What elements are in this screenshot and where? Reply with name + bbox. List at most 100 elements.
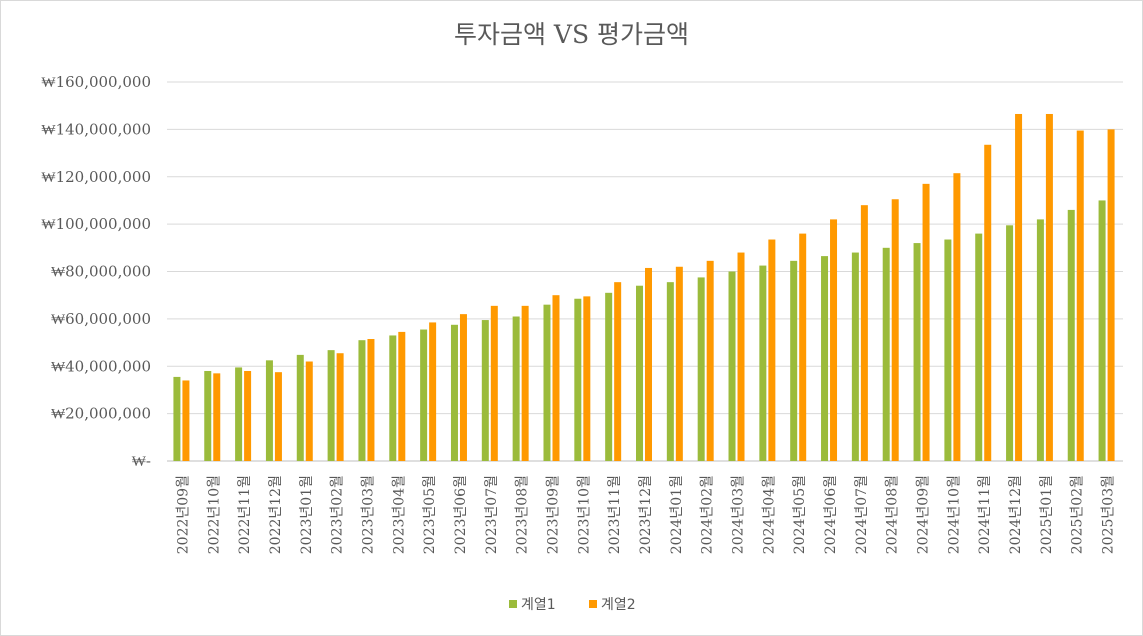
bar-series-1 [574,298,582,461]
bar-series-2 [490,305,498,461]
bar-series-2 [953,173,961,461]
legend-label-2: 계열2 [601,597,636,613]
x-tick-label: 2022년12월 [268,475,284,554]
bar-series-1 [450,324,458,461]
bar-series-1 [821,256,829,461]
legend-swatch-1 [509,600,517,608]
bar-series-2 [830,219,838,461]
bar-series-1 [420,329,428,461]
x-tick-label: 2024년08월 [885,475,901,554]
y-tick-label: ₩- [132,452,151,470]
x-tick-label: 2023년09월 [545,475,561,554]
bar-series-2 [1076,130,1084,461]
x-tick-label: 2024년11월 [977,475,993,554]
bar-series-1 [1036,219,1044,461]
y-tick-label: ₩160,000,000 [41,73,151,91]
x-axis-ticks: 2022년09월 2022년10월 2022년11월 2022년12월 2023년01월… [175,475,1116,554]
x-tick-label: 2023년06월 [453,475,469,554]
x-tick-label: 2024년05월 [792,475,808,554]
x-tick-label: 2025년01월 [1039,475,1055,554]
bar-series-2 [891,199,899,462]
bar-series-1 [512,316,520,461]
bar-series-2 [398,331,406,461]
bar-series-1 [358,340,366,461]
bar-series-2 [737,252,745,461]
x-tick-label: 2022년11월 [237,475,253,554]
chart-title: 투자금액 VS 평가금액 [453,20,690,49]
bar-series-2 [922,183,930,461]
x-tick-label: 2025년02월 [1070,475,1086,554]
bar-series-1 [666,282,674,461]
bar-series-1 [728,271,736,461]
y-axis-ticks: ₩- ₩20,000,000 ₩40,000,000 ₩60,000,000 ₩80,0… [41,73,151,470]
x-tick-label: 2024년09월 [916,475,932,554]
bar-series-1 [790,260,798,461]
bar-series-2 [244,370,252,461]
y-tick-label: ₩40,000,000 [51,357,151,375]
bar-series-1 [327,350,335,461]
bar-series-2 [1045,113,1053,462]
bar-series-1 [173,376,181,461]
bar-series-2 [799,233,807,461]
bar-series-1 [636,285,643,461]
x-tick-label: 2024년04월 [761,475,777,554]
bar-series-2 [274,372,282,461]
bar-series-2 [706,260,714,461]
bar-series-2 [583,296,591,461]
bar-series-1 [481,320,489,461]
bar-series-2 [182,380,190,461]
x-tick-label: 2023년02월 [330,475,346,554]
y-tick-label: ₩120,000,000 [41,168,151,186]
bar-series-1 [543,304,551,461]
x-tick-label: 2023년07월 [484,475,500,554]
bar-series-2 [429,322,437,461]
x-tick-label: 2024년12월 [1008,475,1024,554]
x-tick-label: 2023년10월 [576,475,592,554]
legend-label-1: 계열1 [521,597,556,613]
bar-series-1 [1067,209,1075,461]
x-tick-label: 2023년04월 [391,475,407,554]
bar-series-1 [296,354,304,461]
bar-series-2 [1107,129,1115,461]
bar-series-2 [521,305,529,461]
bar-series-2 [305,361,313,461]
bar-series-2 [984,144,992,461]
x-tick-label: 2023년11월 [607,475,623,554]
bar-series-2 [614,282,622,461]
bar-series-1 [1098,200,1106,461]
x-tick-label: 2023년12월 [638,475,654,554]
bar-series-1 [389,335,397,461]
bar-series-2 [336,353,344,461]
x-tick-label: 2024년06월 [823,475,839,554]
y-tick-label: ₩20,000,000 [51,405,151,423]
x-tick-label: 2023년03월 [360,475,376,554]
y-tick-label: ₩60,000,000 [51,310,151,328]
x-tick-label: 2023년01월 [299,475,315,554]
bar-series-1 [697,277,705,461]
bar-series-1 [851,252,859,461]
x-tick-label: 2022년09월 [175,475,191,554]
bar-series-2 [1015,113,1023,462]
x-tick-label: 2023년05월 [422,475,438,554]
y-tick-label: ₩140,000,000 [41,120,151,138]
y-tick-label: ₩80,000,000 [51,263,151,281]
x-tick-label: 2022년10월 [206,475,222,554]
x-tick-label: 2023년08월 [515,475,531,554]
legend-swatch-2 [589,600,597,608]
bar-series-2 [645,267,652,461]
bar-series-2 [213,373,221,461]
bar-series-1 [913,243,921,461]
bar-series-1 [975,233,983,461]
x-tick-label: 2024년10월 [946,475,962,554]
bar-series-1 [235,367,243,461]
x-tick-label: 2024년07월 [854,475,870,554]
x-tick-label: 2024년02월 [700,475,716,554]
bar-series-2 [552,295,560,461]
bar-series-1 [265,360,273,461]
bar-series-2 [860,205,868,461]
bar-series-2 [459,314,467,461]
legend: 계열1 계열2 [509,597,636,613]
y-tick-label: ₩100,000,000 [41,215,151,233]
